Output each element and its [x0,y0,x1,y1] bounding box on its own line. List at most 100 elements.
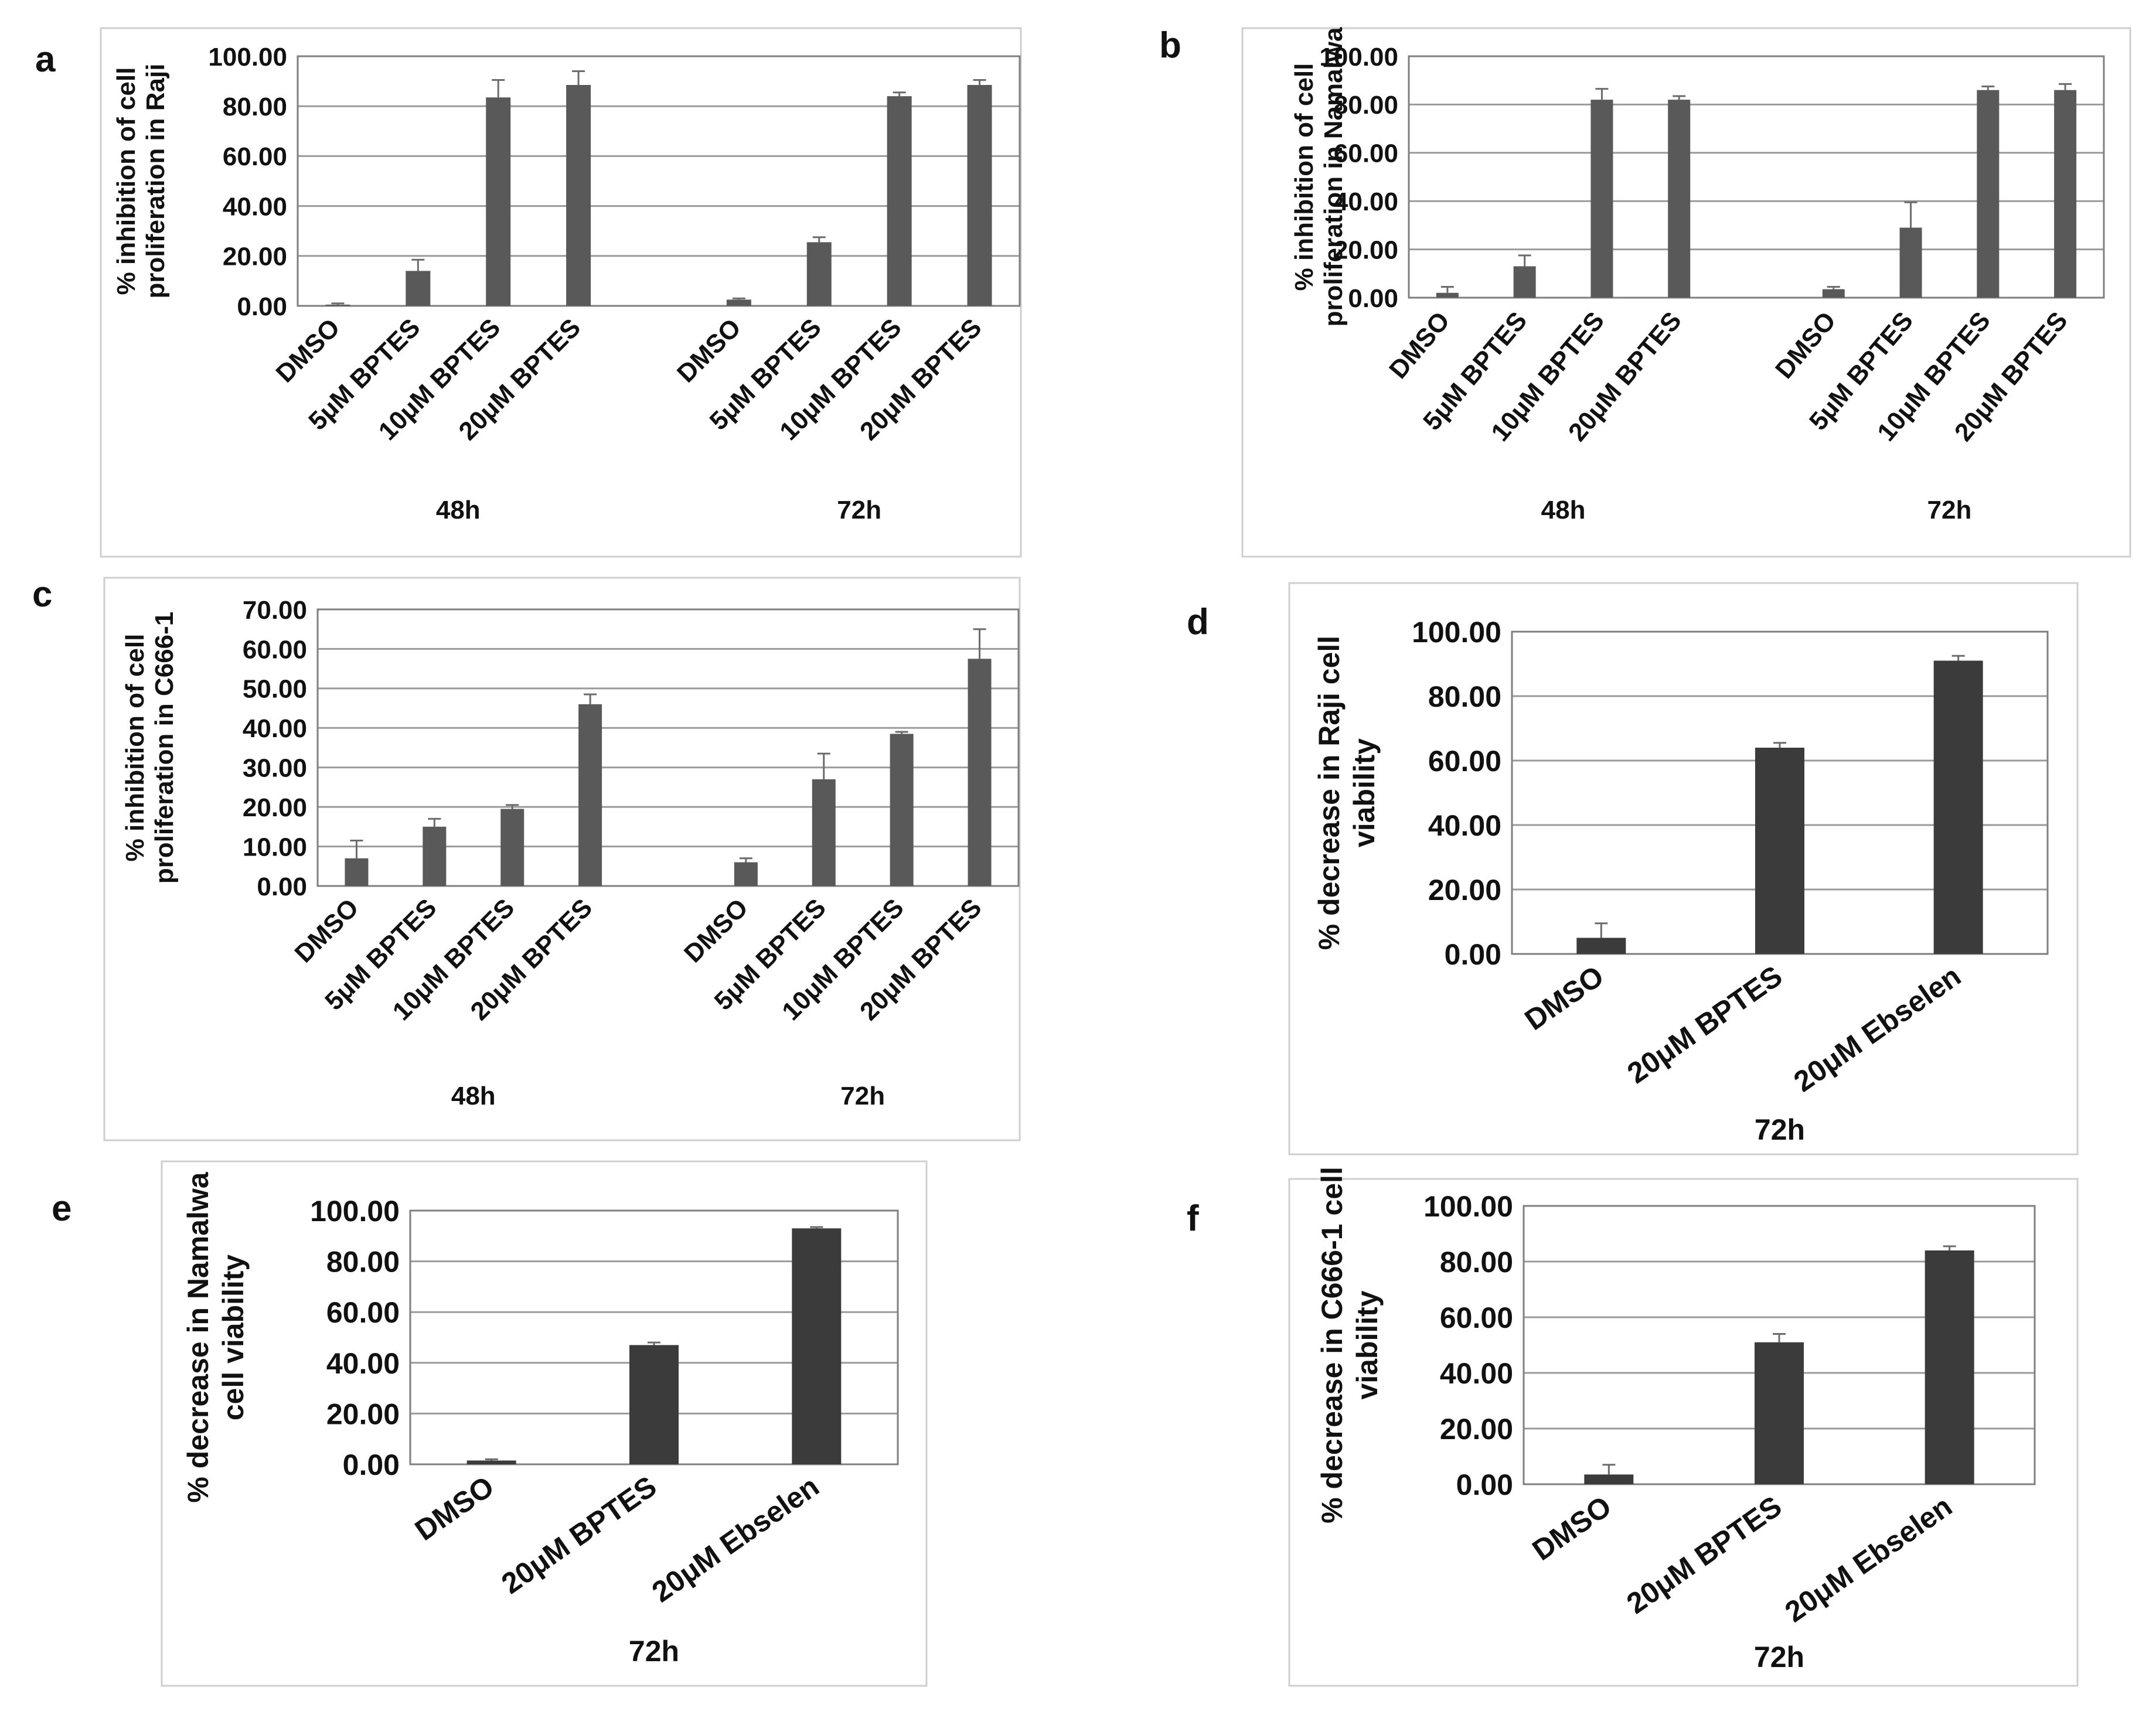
bar [1590,100,1613,298]
y-tick-label: 0.00 [1456,1468,1513,1501]
y-tick-label: 80.00 [1440,1246,1513,1279]
bar [2054,90,2077,298]
y-tick-label: 40.00 [1440,1357,1513,1390]
y-tick-label: 20.00 [223,243,287,271]
y-axis-label: % inhibition of cell [121,634,149,862]
y-axis-label: proliferation in Namalwa [1319,27,1348,327]
bar [566,84,591,306]
y-tick-label: 40.00 [243,714,307,743]
category-label: DMSO [679,893,754,968]
y-tick-label: 0.00 [257,872,307,901]
category-label: 20μM Ebselen [646,1470,825,1608]
y-axis-label: viability [1348,738,1381,847]
y-tick-label: 80.00 [1428,680,1501,713]
group-label: 72h [1927,496,1972,524]
group-label: 72h [629,1635,679,1668]
y-tick-label: 60.00 [243,635,307,664]
category-label: DMSO [271,313,346,388]
y-axis-label: % decrease in Namalwa [182,1171,214,1502]
y-tick-label: 20.00 [1334,236,1398,264]
y-tick-label: 0.00 [1445,938,1501,971]
bar [967,84,992,306]
bar [486,97,511,306]
plot-area-frame [297,55,1021,307]
group-label: 48h [1541,496,1586,524]
y-tick-label: 60.00 [1440,1301,1513,1334]
panel-label: e [52,1188,71,1229]
y-tick-label: 20.00 [1428,874,1501,906]
bar [806,242,832,306]
y-tick-label: 100.00 [208,43,287,71]
y-tick-label: 60.00 [223,142,287,171]
category-label: 20μM BPTES [1621,1490,1788,1620]
group-label: 72h [1755,1113,1805,1146]
y-tick-label: 10.00 [243,833,307,861]
category-label: DMSO [1384,306,1455,384]
panel-frame [1241,27,2131,558]
y-axis-label: proliferation in Raji [141,64,170,299]
bar [406,271,431,306]
bar [734,862,758,886]
chart-panel-a: a 0.00 20.00 40.00 60.00 80.00 100.00 % inhibit… [35,27,1022,558]
chart-panel-f: f 0.00 20.00 40.00 60.00 80.00 100.00 % decreas… [1187,1167,2079,1687]
plot-area-frame [316,608,1020,887]
panel-label: d [1187,602,1209,642]
bar [1576,938,1626,954]
y-tick-label: 80.00 [326,1246,400,1279]
bar [345,858,369,886]
y-axis-label: % decrease in C666-1 cell [1316,1167,1348,1523]
y-tick-label: 100.00 [310,1195,400,1228]
bar [1933,660,1983,954]
category-label: DMSO [289,893,365,968]
y-tick-label: 100.00 [1412,616,1501,649]
y-axis-label: % inhibition of cell [112,67,141,295]
plot-area-frame [1408,55,2105,299]
y-tick-label: 0.00 [237,292,287,321]
y-tick-label: 60.00 [326,1296,400,1329]
category-label: 20μM Ebselen [1779,1490,1958,1628]
group-label: 48h [451,1082,496,1110]
y-tick-label: 40.00 [223,192,287,221]
group-label: 48h [436,496,481,524]
y-tick-label: 80.00 [1334,91,1398,120]
y-tick-label: 60.00 [1428,745,1501,778]
bar [887,96,912,306]
bar [1755,1342,1804,1484]
category-label: DMSO [409,1470,500,1547]
category-label: 20μM Ebselen [1788,959,1967,1098]
chart-panel-c: c 0.00 10.00 20.00 30.00 40.00 50.00 60.00 70.00… [32,574,1021,1141]
group-label: 72h [840,1082,885,1110]
y-tick-label: 30.00 [243,754,307,783]
bar [578,704,602,886]
bar [1584,1474,1634,1484]
y-tick-label: 20.00 [1440,1413,1513,1446]
y-tick-label: 0.00 [343,1448,400,1481]
bar [325,304,350,306]
panel-label: b [1159,25,1181,66]
y-tick-label: 80.00 [223,93,287,121]
bar [423,826,447,886]
bar [968,659,992,886]
bar [500,809,524,886]
category-label: 20μM BPTES [1622,959,1789,1090]
panel-label: f [1187,1198,1199,1239]
y-tick-label: 50.00 [243,675,307,704]
y-tick-label: 100.00 [1319,43,1398,71]
bar [1668,100,1691,298]
bar [792,1228,842,1464]
y-axis-label: % decrease in Raji cell [1313,636,1346,950]
chart-panel-b: b 0.00 20.00 40.00 60.00 80.00 100.00% inhibit… [1159,25,2131,558]
bar [1755,748,1804,954]
y-tick-label: 0.00 [1348,284,1398,313]
y-tick-label: 40.00 [1428,809,1501,842]
bar [466,1460,516,1464]
y-axis-label: proliferation in C666-1 [150,612,179,884]
panel-label: a [35,39,56,80]
y-tick-label: 70.00 [243,596,307,625]
y-tick-label: 20.00 [243,793,307,822]
panel-frame [1288,582,2079,1156]
bar [1899,227,1922,298]
panel-frame [100,27,1022,558]
bar [629,1345,679,1464]
